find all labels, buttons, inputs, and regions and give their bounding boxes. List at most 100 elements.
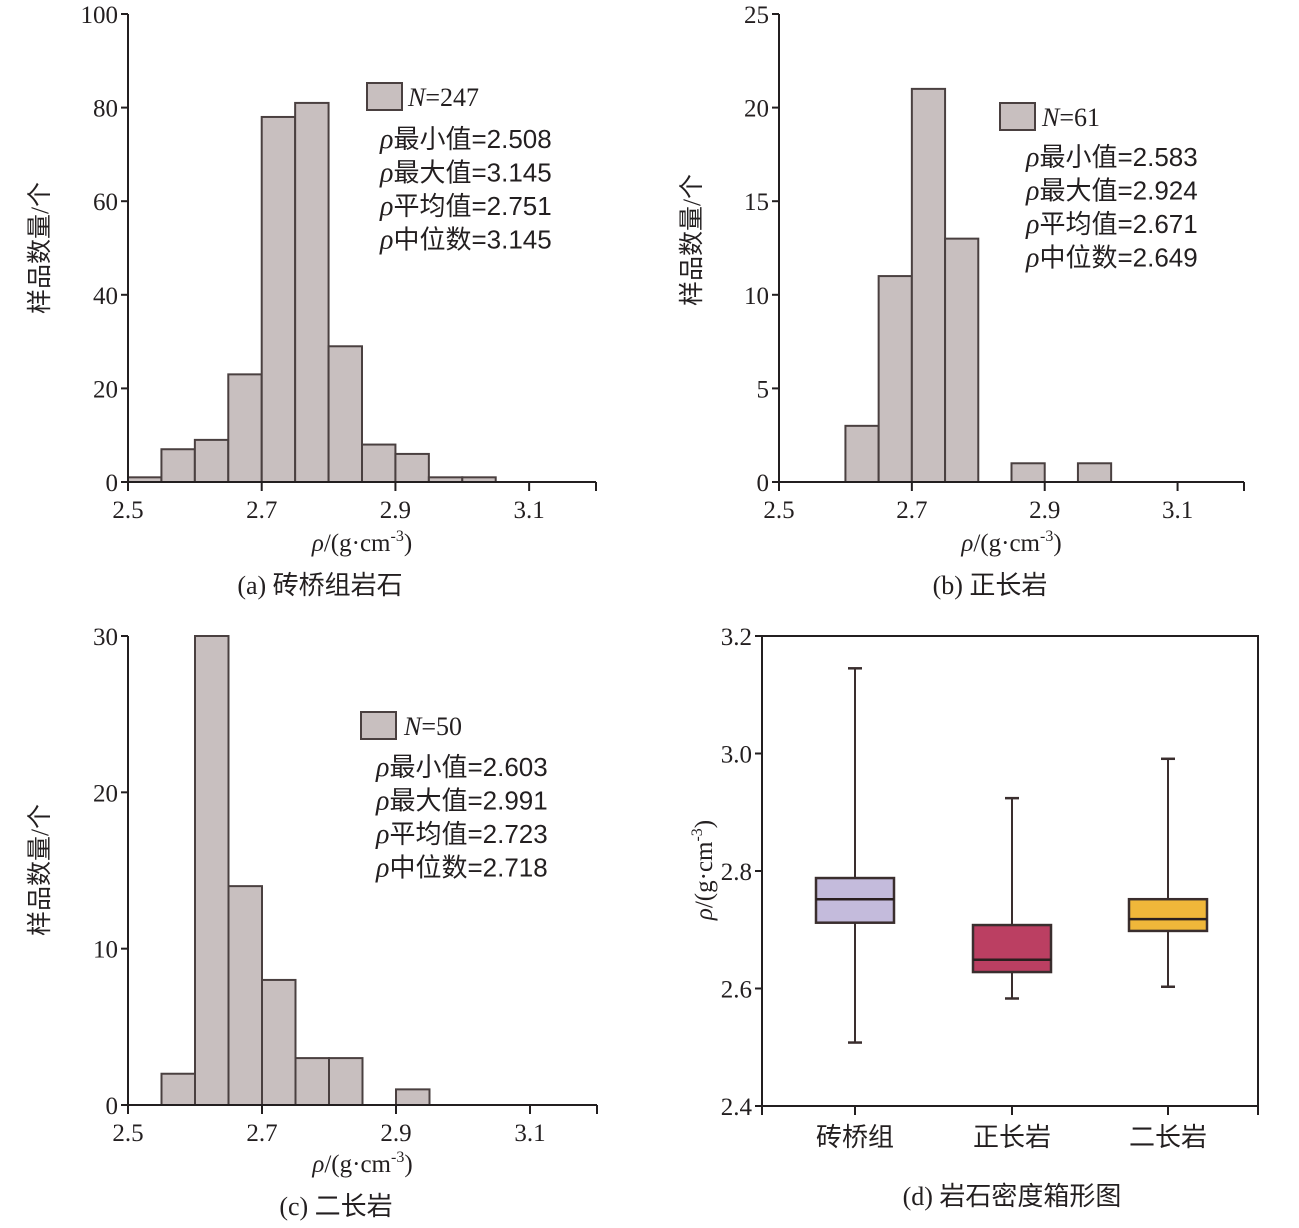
box-iqr [1127,897,1209,933]
histogram-bar [227,373,263,483]
stat-text: 中位数=3.145 [393,225,551,255]
stat-line: ρ平均值=2.751 [379,191,552,222]
histogram-bar [327,345,364,483]
stat-line: ρ中位数=3.145 [379,225,552,256]
rho-symbol: ρ [379,158,393,189]
histogram-bar [260,115,297,484]
histogram-bar [227,885,263,1107]
panel-caption: (b) 正长岩 [933,571,1048,600]
histogram-bar [844,424,880,483]
histogram-bar [395,1088,431,1107]
y-axis-label: 样品数量/个 [26,804,54,936]
x-tick-labels: 2.5 2.7 2.9 3.1 [763,497,1193,524]
y-tick-label: 2.6 [721,977,752,1004]
legend: N=247 [366,82,479,112]
y-tick-label: 2.8 [721,859,752,886]
histogram-bar [1010,462,1046,483]
stat-line: ρ最大值=2.991 [375,786,548,817]
legend-n-value: =61 [1059,103,1100,132]
legend-label: N=61 [1041,103,1100,132]
histogram-bars [127,101,497,484]
x-axis-label: ρ/(g·cm-3) [960,528,1061,557]
stat-line: ρ中位数=2.718 [375,853,548,884]
box-1 [814,667,896,1044]
unit-close: ) [691,820,718,828]
unit-text: /(g·cm [324,1151,391,1178]
stat-line: ρ平均值=2.671 [1025,209,1198,240]
y-tick-label: 20 [744,96,769,123]
histogram-bars [844,87,1113,483]
stat-line: ρ平均值=2.723 [375,819,548,850]
legend-label: N=50 [403,712,462,741]
histogram-bar [261,978,297,1107]
x-axis-label: ρ/(g·cm-3) [311,528,412,557]
stat-line: ρ最大值=2.924 [1025,176,1198,207]
stat-text: 最大值=3.145 [393,158,551,188]
rho-symbol: ρ [1025,142,1039,173]
y-tick-label: 5 [757,376,770,403]
unit-exponent: -3 [390,528,403,545]
rho-symbol: ρ [379,225,393,256]
y-axis-label: 样品数量/个 [26,182,54,314]
stat-text: 平均值=2.723 [389,819,547,849]
x-tick-label: 2.7 [246,497,277,524]
box-iqr [971,923,1053,974]
histogram-bar [160,1072,196,1106]
histogram-bar [193,438,230,484]
axes [121,635,598,1114]
stat-line: ρ中位数=2.649 [1025,243,1198,274]
rho-symbol: ρ [375,752,389,783]
legend-n-value: =247 [425,83,479,112]
y-tick-label: 10 [744,283,769,310]
x-tick-labels: 2.5 2.7 2.9 3.1 [112,1120,545,1147]
stat-text: 中位数=2.718 [389,853,547,883]
category-labels: 砖桥组 正长岩 二长岩 [816,1123,1207,1152]
panel-caption: (c) 二长岩 [279,1192,392,1221]
axes [755,635,1259,1115]
x-tick-label: 3.1 [1162,497,1193,524]
stat-line: ρ最小值=2.603 [375,752,548,783]
y-tick-label: 20 [93,376,118,403]
rho-symbol: ρ [1025,176,1039,207]
plot-frame [761,635,1259,1107]
stat-line: ρ最大值=3.145 [379,158,552,189]
legend-swatch [366,82,403,111]
unit-close: ) [404,530,412,557]
unit-close: ) [1053,530,1061,557]
stat-text: 平均值=2.671 [1039,209,1197,239]
category-label: 二长岩 [1129,1123,1207,1152]
histogram-bar [294,101,330,483]
panel-caption: (d) 岩石密度箱形图 [903,1182,1122,1211]
x-axis-label: ρ/(g·cm-3) [311,1149,412,1178]
rho-symbol: ρ [375,819,389,850]
y-tick-labels: 0 5 10 15 20 25 [744,2,769,497]
histogram-bar [910,87,947,483]
rho-symbol: ρ [1025,209,1039,240]
y-tick-label: 0 [106,470,119,497]
y-tick-label: 20 [93,780,118,807]
rho-symbol: ρ [375,853,389,884]
stat-line: ρ最小值=2.583 [1025,142,1198,173]
box-3 [1127,757,1209,988]
stat-text: 最小值=2.508 [393,124,551,154]
y-axis-label: ρ/(g·cm-3) [689,820,718,921]
boxplot-panel-d: 2.4 2.6 2.8 3.0 3.2 砖桥组 正长岩 二长岩 ρ/(g·cm-3) (d)… [689,624,1259,1211]
legend-n-symbol: N [407,83,427,112]
y-tick-label: 3.2 [721,624,752,651]
legend-n-symbol: N [403,712,423,741]
unit-exponent: -3 [1040,528,1053,545]
stat-text: 中位数=2.649 [1039,243,1197,273]
stat-text: 最小值=2.583 [1039,142,1197,172]
rho-symbol: ρ [311,530,324,557]
y-tick-labels: 2.4 2.6 2.8 3.0 3.2 [721,624,753,1121]
x-tick-labels: 2.5 2.7 2.9 3.1 [112,497,544,524]
y-tick-label: 60 [93,189,118,216]
x-tick-label: 2.5 [112,1120,143,1147]
rho-symbol: ρ [375,786,389,817]
histogram-bar [294,1057,330,1106]
